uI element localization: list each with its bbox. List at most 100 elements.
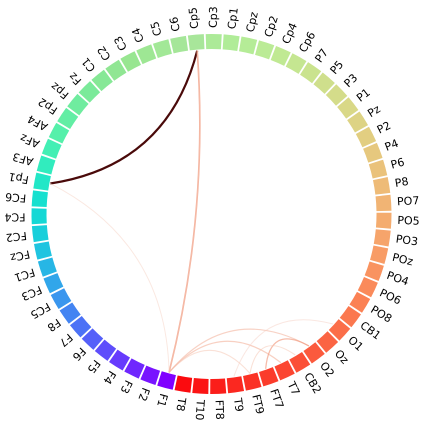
segment-fc2 — [31, 225, 49, 243]
segment-t8 — [174, 375, 193, 393]
label-po5: PO5 — [397, 214, 420, 228]
label-t7: T7 — [284, 379, 302, 398]
segment-p8 — [372, 177, 391, 195]
segment-p2 — [355, 126, 377, 148]
segment-ft7 — [258, 367, 279, 387]
link-cp5-f1-1 — [168, 50, 201, 373]
segment-t9 — [226, 376, 245, 394]
segment-f2 — [140, 365, 161, 386]
label-c4: C4 — [129, 26, 147, 45]
label-fp1: Fp1 — [7, 170, 29, 187]
segment-pz — [347, 111, 369, 133]
label-af3: AF3 — [11, 150, 35, 168]
label-cp6: Cp6 — [296, 29, 318, 54]
electrode-ring — [31, 33, 392, 395]
label-c5: C5 — [148, 20, 165, 38]
label-cb2: CB2 — [301, 370, 324, 396]
segment-ft9 — [243, 372, 262, 391]
segment-p6 — [368, 159, 388, 179]
link-f1-o2-6 — [168, 328, 310, 373]
label-fc4: FC4 — [4, 210, 25, 223]
link-ft9-cb2-8 — [249, 345, 296, 374]
label-o2: O2 — [317, 360, 337, 380]
segment-f4 — [109, 349, 131, 371]
segment-fc4 — [31, 208, 47, 225]
segment-ft8 — [210, 378, 227, 395]
label-c1: C1 — [79, 55, 98, 75]
segment-fc1 — [37, 257, 57, 277]
label-oz: Oz — [332, 347, 351, 367]
label-cp5: Cp5 — [186, 7, 201, 30]
segment-oz — [316, 331, 339, 353]
segment-cp1 — [222, 34, 240, 52]
segment-fp2 — [57, 107, 79, 129]
segment-afz — [41, 138, 62, 159]
segment-cp3 — [205, 33, 222, 50]
segment-po4 — [364, 261, 384, 281]
label-po8: PO8 — [368, 303, 394, 326]
label-fcz: FCz — [9, 247, 31, 264]
label-f3: F3 — [117, 378, 135, 396]
label-f1: F1 — [154, 392, 170, 408]
segment-c6 — [170, 35, 189, 54]
segment-p4 — [363, 142, 383, 163]
label-f8: F8 — [45, 316, 63, 334]
label-t9: T9 — [231, 396, 246, 412]
label-p7: P7 — [312, 46, 330, 65]
label-p6: P6 — [389, 156, 406, 172]
segment-c4 — [136, 44, 157, 65]
label-o1: O1 — [345, 334, 365, 354]
label-fc3: FC3 — [19, 283, 43, 303]
label-f7: F7 — [57, 331, 76, 350]
label-fc6: FC6 — [5, 190, 27, 205]
label-c6: C6 — [167, 16, 183, 33]
label-p4: P4 — [383, 137, 400, 154]
segment-f8 — [59, 302, 81, 324]
label-p8: P8 — [394, 175, 410, 190]
segment-p5 — [313, 72, 335, 94]
segment-poz — [370, 245, 389, 264]
segment-c3 — [120, 51, 141, 72]
segment-t10 — [192, 378, 209, 394]
link-fp1-f1-3 — [50, 183, 170, 373]
segment-po3 — [373, 229, 391, 247]
label-p3: P3 — [341, 71, 360, 90]
segment-p3 — [325, 84, 348, 106]
label-c2: C2 — [95, 43, 114, 62]
label-cp4: Cp4 — [279, 21, 300, 46]
segment-o1 — [328, 319, 351, 341]
segment-cp2 — [255, 40, 275, 60]
link-ft7-o2-7 — [265, 338, 310, 369]
label-f5: F5 — [84, 357, 102, 376]
label-f6: F6 — [70, 345, 89, 364]
segment-t7 — [274, 360, 295, 381]
segment-cp4 — [270, 45, 291, 66]
segment-f5 — [94, 339, 117, 361]
segment-fp1 — [33, 172, 51, 191]
segment-po7 — [375, 194, 392, 212]
link-cp5-fp1-0 — [50, 50, 199, 185]
label-po6: PO6 — [378, 286, 404, 307]
segment-f6 — [81, 328, 104, 350]
chord-links — [50, 50, 334, 377]
label-fc2: FC2 — [5, 229, 27, 244]
label-fc1: FC1 — [13, 265, 37, 284]
segment-cp6 — [285, 53, 307, 74]
label-po3: PO3 — [395, 232, 419, 248]
label-f2: F2 — [135, 386, 152, 403]
label-cpz: Cpz — [244, 10, 261, 33]
label-cp1: Cp1 — [225, 7, 240, 30]
segment-cb2 — [289, 351, 311, 373]
label-ft8: FT8 — [212, 400, 226, 420]
label-ft9: FT9 — [249, 393, 266, 415]
label-cp3: Cp3 — [207, 6, 220, 28]
segment-c5 — [152, 39, 172, 58]
segment-cpz — [238, 36, 258, 55]
segment-cb1 — [339, 305, 361, 328]
segment-c1 — [91, 69, 113, 92]
label-fz: Fz — [66, 70, 84, 88]
segment-af4 — [48, 122, 70, 144]
label-f4: F4 — [100, 368, 118, 386]
